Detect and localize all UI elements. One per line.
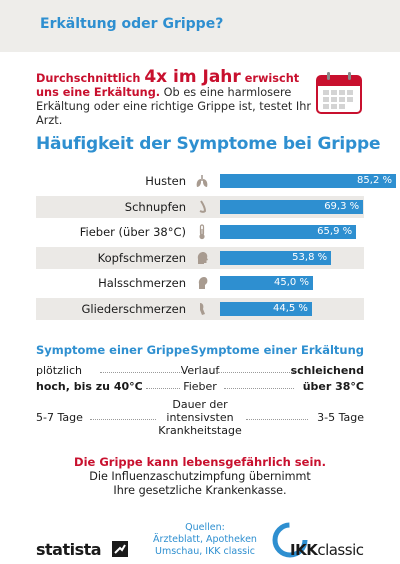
sources-title: Quellen: bbox=[185, 522, 225, 533]
intro-rest: Ob es eine harmlosere Erkältung oder ein… bbox=[36, 86, 312, 127]
bar: 69,3 % bbox=[220, 199, 364, 214]
comparison-row-course: plötzlich Verlauf schleichend bbox=[36, 364, 364, 378]
ikk-logo-text: IKKclassic bbox=[290, 541, 364, 559]
intro-lead-3: uns eine Erkältung. bbox=[36, 86, 161, 99]
intro-text: Durchschnittlich 4x im Jahr erwischt uns… bbox=[36, 67, 316, 128]
fever-label: Fieber bbox=[183, 380, 217, 393]
bar-value-label: 69,3 % bbox=[324, 200, 360, 212]
bar-value-label: 45,0 % bbox=[274, 277, 309, 288]
ikk-logo-icon bbox=[272, 522, 308, 558]
throat-icon bbox=[198, 277, 208, 289]
dotted-leader bbox=[224, 388, 294, 389]
footer: statista Quellen: Ärzteblatt, Apotheken … bbox=[0, 510, 400, 564]
bar-category-label: Fieber (über 38°C) bbox=[79, 225, 186, 239]
chart-title: Häufigkeit der Symptome bei Grippe bbox=[36, 134, 381, 154]
comparison-row-duration: 5-7 Tage Dauer der intensivsten Krankhei… bbox=[36, 398, 364, 438]
cold-fever: über 38°C bbox=[302, 380, 364, 393]
ikk-logo-classic: classic bbox=[317, 541, 364, 559]
bar-category-label: Husten bbox=[145, 174, 186, 188]
cold-course: schleichend bbox=[290, 364, 364, 377]
dotted-leader bbox=[146, 388, 180, 389]
lungs-icon bbox=[196, 175, 208, 187]
bar-value-label: 85,2 % bbox=[357, 175, 392, 186]
flu-fever: hoch, bis zu 40°C bbox=[36, 380, 143, 393]
bar-category-label: Halsschmerzen bbox=[98, 276, 186, 290]
bar-category-label: Kopfschmerzen bbox=[97, 250, 186, 265]
duration-label: Dauer der intensivsten Krankheitstage bbox=[158, 398, 242, 437]
warning-text: Die Influenzaschutzimpfung übernimmt Ihr… bbox=[0, 470, 400, 498]
bar: 85,2 % bbox=[220, 174, 396, 188]
limb-icon bbox=[200, 302, 205, 315]
bar-row: Kopfschmerzen 53,8 % bbox=[36, 246, 364, 269]
page-title: Erkältung oder Grippe? bbox=[40, 16, 224, 32]
bar-value-label: 44,5 % bbox=[272, 302, 308, 314]
comparison-header-cold: Symptome einer Erkältung bbox=[190, 343, 364, 357]
bar-row: Husten 85,2 % bbox=[36, 170, 396, 192]
warning-headline: Die Grippe kann lebensgefährlich sein. bbox=[74, 455, 326, 469]
bar: 65,9 % bbox=[220, 225, 357, 239]
calendar-icon bbox=[316, 72, 362, 114]
thermometer-icon bbox=[199, 224, 205, 240]
sources-line-1: Ärzteblatt, Apotheken bbox=[153, 534, 257, 545]
warning-text-line-2: Ihre gesetzliche Krankenkasse. bbox=[113, 484, 287, 497]
sources: Quellen: Ärzteblatt, Apotheken Umschau, … bbox=[140, 522, 270, 558]
bar-row: Schnupfen 69,3 % bbox=[36, 195, 364, 218]
flu-course: plötzlich bbox=[36, 364, 82, 377]
bar-row: Halsschmerzen 45,0 % bbox=[36, 272, 364, 294]
bar-value-label: 65,9 % bbox=[317, 226, 353, 237]
course-label: Verlauf bbox=[180, 364, 220, 377]
cold-duration: 3-5 Tage bbox=[317, 411, 364, 424]
intro-lead-big: 4x im Jahr bbox=[144, 67, 241, 87]
bar: 44,5 % bbox=[220, 301, 312, 316]
statista-logo: statista bbox=[36, 540, 102, 559]
bar-row: Fieber (über 38°C) 65,9 % bbox=[36, 221, 364, 243]
dotted-leader bbox=[90, 419, 156, 420]
sources-line-2: Umschau, IKK classic bbox=[154, 546, 255, 557]
bar-category-label: Gliederschmerzen bbox=[81, 301, 187, 316]
dotted-leader bbox=[218, 372, 294, 373]
comparison-row-fever: hoch, bis zu 40°C Fieber über 38°C bbox=[36, 380, 364, 394]
ikk-logo-bold: IKK bbox=[290, 541, 318, 559]
bar-row: Gliederschmerzen 44,5 % bbox=[36, 297, 364, 320]
head-icon bbox=[197, 251, 208, 264]
statista-mark-icon bbox=[112, 541, 128, 557]
intro-lead-1: Durchschnittlich bbox=[36, 72, 145, 85]
dotted-leader bbox=[246, 419, 308, 420]
bar-value-label: 53,8 % bbox=[292, 251, 328, 263]
warning-text-line-1: Die Influenzaschutzimpfung übernimmt bbox=[89, 470, 311, 483]
intro-lead-2: erwischt bbox=[240, 72, 300, 85]
comparison-header-flu: Symptome einer Grippe bbox=[36, 343, 190, 357]
dotted-leader bbox=[100, 372, 184, 373]
bar-category-label: Schnupfen bbox=[124, 199, 186, 214]
bar: 53,8 % bbox=[220, 250, 332, 265]
bar: 45,0 % bbox=[220, 276, 313, 290]
nose-icon bbox=[199, 199, 207, 213]
flu-duration: 5-7 Tage bbox=[36, 411, 83, 424]
header-band: Erkältung oder Grippe? bbox=[0, 0, 400, 52]
